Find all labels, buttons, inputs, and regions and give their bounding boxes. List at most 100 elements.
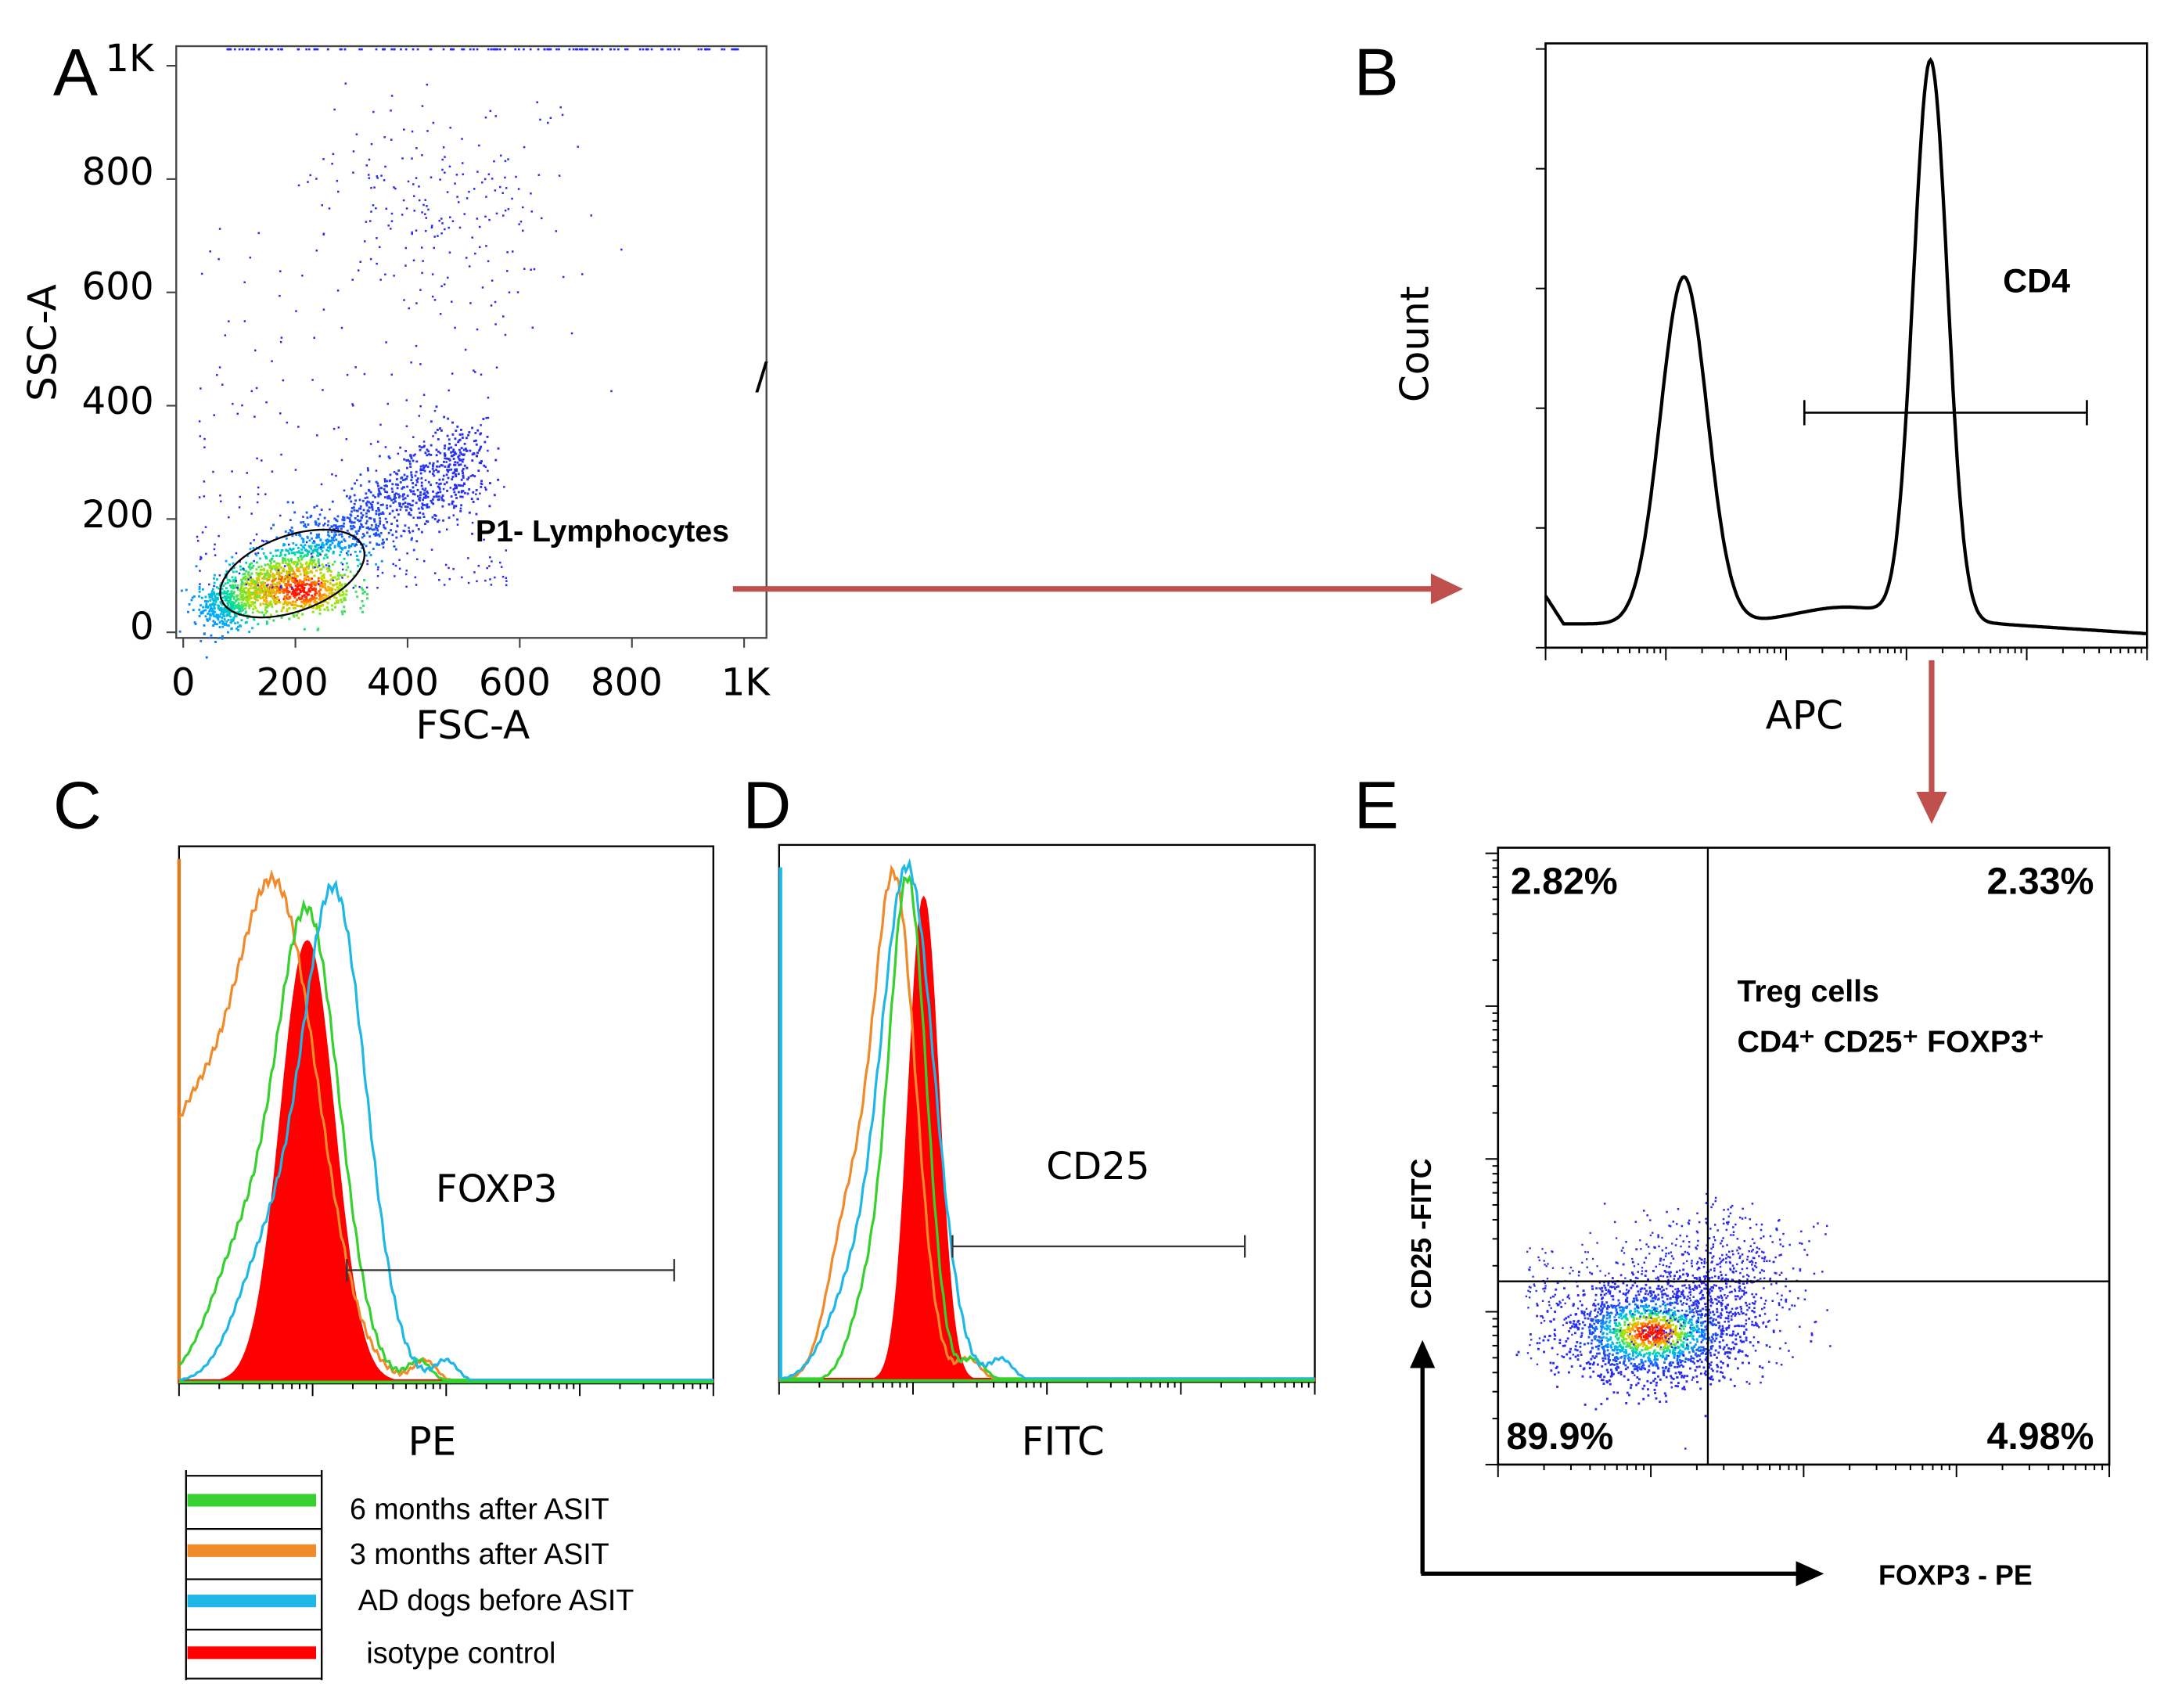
scatter-point (1654, 1334, 1657, 1337)
scatter-point (445, 528, 448, 530)
scatter-point (1664, 1343, 1667, 1347)
scatter-point (334, 524, 337, 527)
scatter-point (1576, 1328, 1580, 1331)
scatter-point (1742, 1331, 1745, 1334)
scatter-point (282, 562, 284, 564)
scatter-point (297, 588, 300, 591)
scatter-point (1700, 1329, 1703, 1331)
scatter-point (1573, 1325, 1576, 1329)
scatter-point (1655, 1384, 1658, 1387)
scatter-point (250, 48, 253, 51)
scatter-point (306, 516, 309, 520)
scatter-point (250, 592, 253, 595)
scatter-point (455, 174, 458, 176)
scatter-point (1654, 1357, 1657, 1361)
scatter-point (1688, 1222, 1691, 1225)
scatter-point (226, 631, 229, 634)
scatter-point (1703, 1314, 1706, 1318)
scatter-point (1566, 1321, 1568, 1325)
scatter-point (457, 473, 460, 476)
scatter-point (440, 285, 443, 288)
scatter-point (1579, 1365, 1582, 1368)
scatter-point (366, 531, 368, 534)
scatter-point (1648, 1347, 1652, 1350)
scatter-point (402, 199, 405, 202)
scatter-point (1690, 1355, 1692, 1357)
scatter-point (332, 550, 335, 553)
legend-label-six-months: 6 months after ASIT (350, 1493, 609, 1526)
scatter-point (1616, 1313, 1619, 1316)
scatter-point (1634, 1310, 1637, 1313)
scatter-point (414, 576, 417, 579)
scatter-point (245, 604, 248, 607)
scatter-point (415, 540, 419, 543)
scatter-point (1562, 1344, 1565, 1347)
scatter-point (1698, 1335, 1701, 1338)
scatter-point (1625, 1318, 1628, 1321)
scatter-point (301, 589, 304, 592)
scatter-point (1601, 1307, 1604, 1310)
scatter-point (401, 502, 404, 505)
scatter-point (422, 516, 426, 519)
scatter-point (198, 590, 201, 593)
scatter-point (1682, 1318, 1685, 1321)
scatter-point (1640, 1332, 1643, 1336)
scatter-point (1720, 1329, 1723, 1332)
scatter-point (387, 531, 390, 534)
scatter-point (362, 543, 365, 546)
scatter-point (1553, 1329, 1556, 1332)
scatter-point (261, 587, 264, 590)
scatter-point (1608, 1321, 1611, 1324)
scatter-point (447, 476, 450, 480)
scatter-point (294, 588, 297, 591)
scatter-point (381, 503, 384, 506)
scatter-point (1602, 1314, 1605, 1318)
scatter-point (307, 181, 309, 183)
scatter-point (394, 575, 396, 577)
scatter-point (1536, 1303, 1539, 1307)
scatter-point (1622, 1311, 1625, 1314)
scatter-point (340, 584, 343, 588)
scatter-point (235, 570, 238, 574)
scatter-point (326, 523, 329, 527)
scatter-point (1664, 1307, 1667, 1310)
scatter-point (1633, 1350, 1635, 1354)
scatter-point (315, 548, 318, 552)
scatter-point (1700, 1332, 1703, 1335)
scatter-point (389, 473, 392, 476)
scatter-point (1610, 1285, 1613, 1289)
scatter-point (459, 463, 462, 466)
scatter-point (1679, 1352, 1681, 1355)
scatter-point (304, 578, 307, 581)
scatter-point (224, 582, 227, 585)
scatter-point (1685, 1272, 1688, 1275)
scatter-point (1657, 1278, 1660, 1282)
scatter-point (351, 537, 354, 540)
scatter-point (1631, 1329, 1634, 1331)
scatter-point (289, 559, 293, 562)
scatter-point (1666, 1334, 1670, 1337)
scatter-point (239, 585, 243, 588)
scatter-point (415, 229, 418, 232)
scatter-point (412, 490, 415, 493)
scatter-point (410, 471, 413, 474)
scatter-point (1641, 1365, 1645, 1367)
scatter-point (1657, 1316, 1660, 1319)
scatter-point (462, 474, 465, 477)
scatter-point (1674, 1328, 1677, 1331)
scatter-point (1688, 1335, 1691, 1338)
scatter-point (266, 584, 268, 587)
scatter-point (297, 551, 300, 554)
scatter-point (368, 489, 371, 492)
scatter-point (1670, 1332, 1673, 1336)
scatter-point (468, 190, 470, 193)
scatter-point (1636, 1376, 1639, 1379)
scatter-point (1666, 1282, 1670, 1285)
scatter-point (1611, 1354, 1614, 1356)
scatter-point (1718, 1340, 1721, 1343)
scatter-point (1635, 1333, 1638, 1336)
scatter-point (341, 577, 343, 579)
scatter-point (1567, 1371, 1570, 1374)
scatter-point (307, 567, 310, 570)
